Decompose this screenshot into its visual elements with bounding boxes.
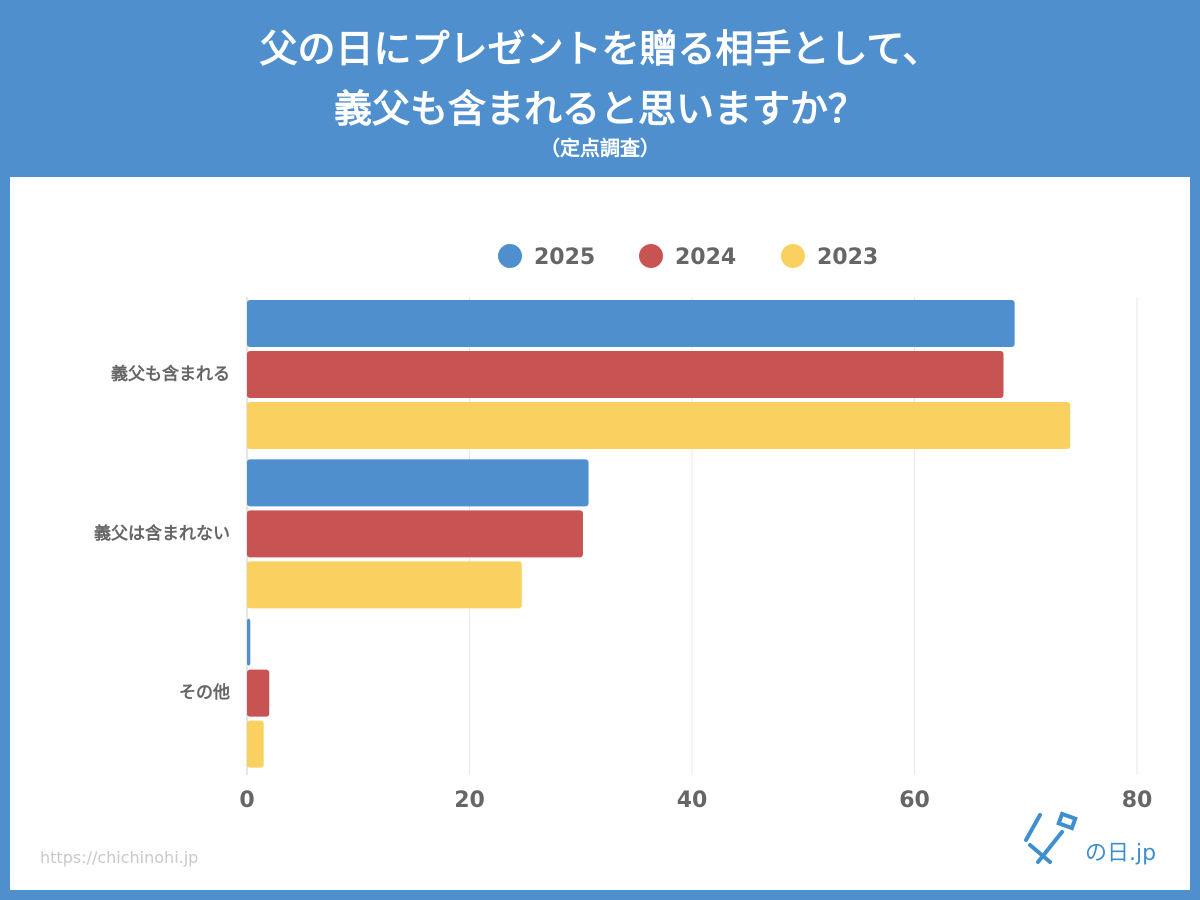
bar-2024 (247, 510, 583, 558)
chart-title-line2: 義父も含まれると思いますか？ (333, 87, 866, 131)
category-label: 義父は含まれない (94, 523, 230, 544)
x-tick-label: 80 (1122, 788, 1153, 813)
x-tick-label: 60 (899, 788, 930, 813)
bar-2025 (247, 300, 1015, 347)
legend-marker-2023 (781, 244, 805, 268)
legend-marker-2025 (498, 244, 522, 268)
x-tick-label: 20 (454, 788, 485, 813)
chart-title-line1: 父の日にプレゼントを贈る相手として、 (259, 27, 941, 71)
bar-2024 (247, 669, 270, 717)
legend-label: 2024 (675, 245, 736, 270)
category-label: 義父も含まれる (111, 364, 230, 385)
bar-2025 (247, 459, 589, 507)
bar-2023 (247, 720, 264, 768)
bar-2023 (247, 561, 522, 609)
chart-panel (10, 177, 1190, 890)
category-label: その他 (179, 682, 230, 703)
bar-2024 (247, 351, 1004, 398)
bar-2025 (247, 618, 251, 666)
legend-label: 2023 (817, 245, 878, 270)
legend-label: 2025 (534, 245, 595, 270)
x-tick-label: 40 (677, 788, 708, 813)
chart-subtitle: （定点調査） (540, 136, 660, 160)
bar-2023 (247, 402, 1071, 449)
legend-marker-2024 (639, 244, 663, 268)
source-url: https://chichinohi.jp (40, 848, 199, 867)
x-tick-label: 0 (239, 788, 254, 813)
